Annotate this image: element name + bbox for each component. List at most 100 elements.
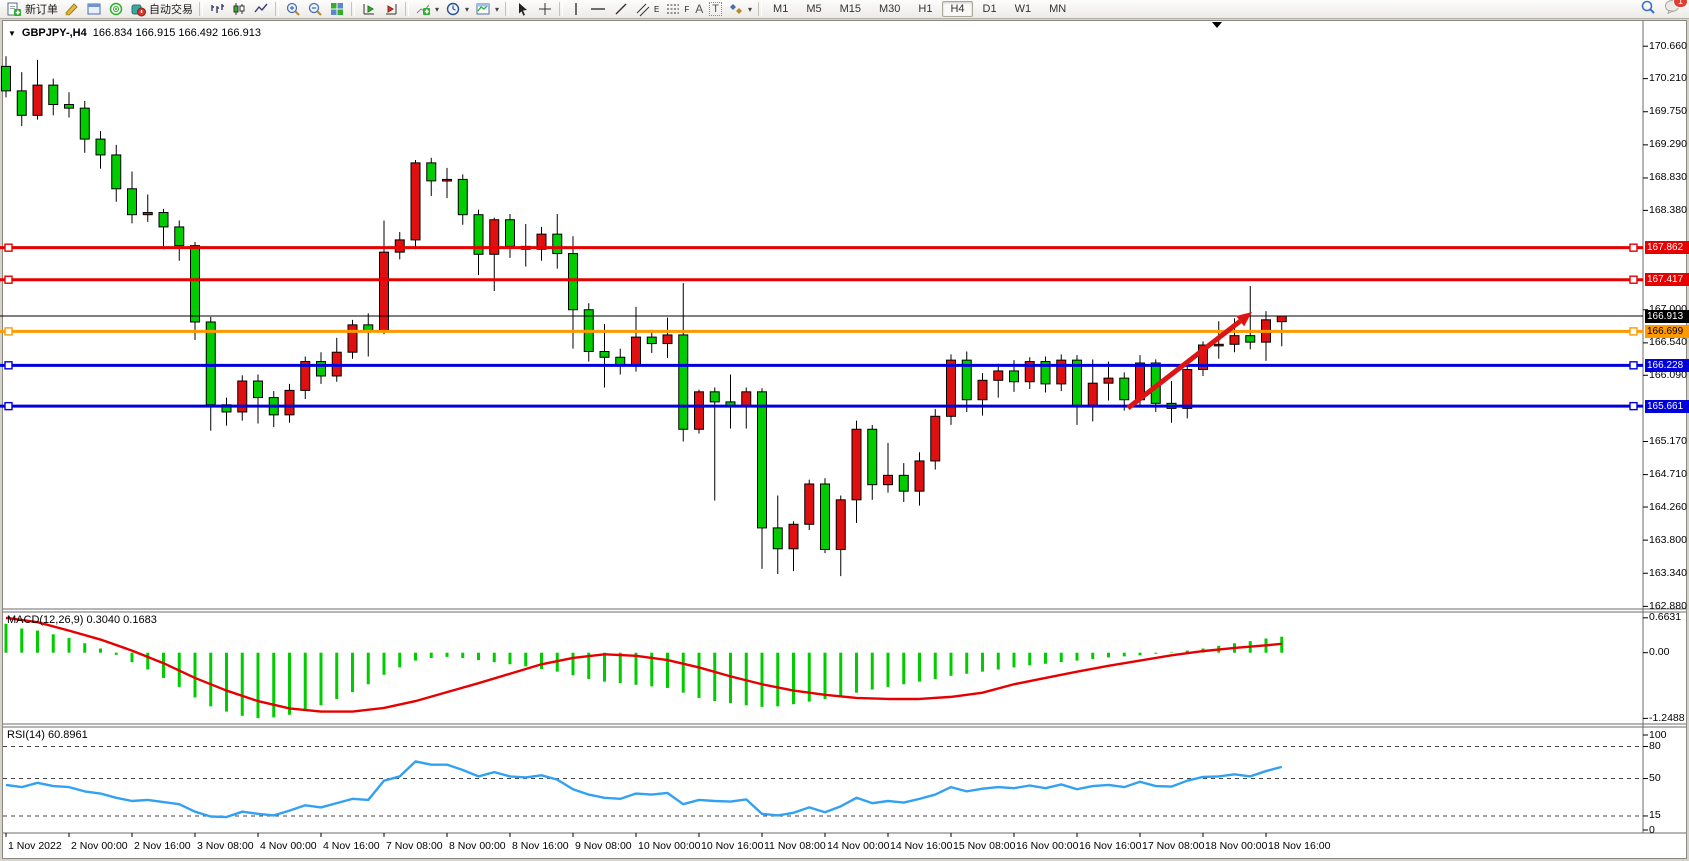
text-label-letter: T	[709, 2, 723, 16]
trend-arrow-line[interactable]	[1126, 319, 1242, 410]
horizontal-line-tool-button[interactable]	[586, 1, 610, 18]
timeframe-button-mn[interactable]: MN	[1049, 3, 1067, 15]
text-tool-button[interactable]: A	[692, 1, 706, 18]
macd-axis-label: 0.6631	[1649, 611, 1682, 624]
candle-body	[788, 523, 799, 550]
candle-body	[946, 359, 956, 417]
timeframe-button-h4[interactable]: H4	[942, 1, 973, 17]
candle-body	[599, 350, 610, 358]
autotrade-icon	[130, 1, 146, 17]
chart-shift-button[interactable]	[380, 1, 402, 18]
candle-body	[410, 162, 421, 241]
crosshair-tool-button[interactable]	[534, 1, 556, 18]
auto-scroll-button[interactable]	[358, 1, 380, 18]
zoom-out-button[interactable]	[304, 1, 326, 18]
timeframe-button-m5[interactable]: M5	[806, 3, 822, 15]
candle-body	[505, 219, 515, 247]
zoom-in-button[interactable]	[282, 1, 304, 18]
candle-body	[772, 527, 783, 550]
candlestick-chart-button[interactable]	[228, 1, 250, 18]
price-line-handle[interactable]	[4, 243, 13, 252]
candle-body	[757, 391, 767, 529]
timeframe-button-m30[interactable]: M30	[879, 3, 901, 15]
autotrade-button[interactable]: 自动交易	[127, 1, 196, 18]
vertical-line-tool-button[interactable]	[566, 1, 586, 18]
time-axis-label: 4 Nov 00:00	[260, 840, 317, 852]
macd-axis-label: 0.00	[1649, 646, 1670, 659]
candle-body	[1087, 382, 1098, 408]
timeframe-button-w1[interactable]: W1	[1014, 3, 1032, 15]
candle-body	[111, 154, 122, 190]
candle-body	[473, 214, 484, 255]
tile-windows-button[interactable]	[326, 1, 348, 18]
price-line-handle[interactable]	[4, 361, 13, 370]
price-line-handle[interactable]	[1629, 275, 1638, 284]
navigator-button[interactable]	[105, 1, 127, 18]
macd-indicator-label: MACD(12,26,9) 0.3040 0.1683	[7, 614, 157, 626]
candle-body	[914, 460, 925, 492]
chart-collapse-icon[interactable]: ▼	[8, 28, 16, 38]
rsi-indicator-label: RSI(14) 60.8961	[7, 729, 88, 741]
periods-button[interactable]: ▾	[442, 1, 472, 18]
templates-button[interactable]: ▾	[472, 1, 502, 18]
candle-body	[709, 391, 720, 403]
market-watch-button[interactable]	[83, 1, 105, 18]
candle-body	[300, 361, 311, 391]
notifications-button[interactable]: 1	[1664, 0, 1688, 19]
radar-icon	[108, 1, 124, 17]
arrows-tool-icon	[728, 1, 744, 17]
timeframe-button-m1[interactable]: M1	[773, 3, 789, 15]
fibonacci-tool-button[interactable]: F	[662, 1, 692, 18]
price-line-handle[interactable]	[1629, 243, 1638, 252]
candlestick-icon	[231, 1, 247, 17]
candle-body	[1276, 315, 1287, 323]
candle-body	[16, 90, 27, 116]
candle-body	[820, 483, 830, 550]
dropdown-caret-icon: ▾	[435, 4, 440, 14]
candle-body	[253, 380, 263, 399]
templates-icon	[475, 1, 491, 17]
line-chart-button[interactable]	[250, 1, 272, 18]
price-line-handle[interactable]	[1629, 401, 1638, 411]
candle-body	[883, 474, 893, 486]
dropdown-caret-icon: ▾	[748, 4, 753, 14]
channel-tool-button[interactable]: E	[632, 1, 662, 18]
candle-body	[316, 361, 326, 377]
notification-count-badge: 1	[1672, 0, 1688, 8]
candle-body	[379, 251, 389, 332]
trend-arrow-head[interactable]	[1236, 312, 1252, 327]
text-label-tool-button[interactable]: T	[706, 1, 725, 18]
candle-body	[1245, 335, 1256, 343]
toolbar-separator	[405, 2, 409, 16]
price-axis-label: 170.660	[1649, 39, 1687, 52]
trendline-tool-button[interactable]	[610, 1, 632, 18]
candle-body	[898, 474, 909, 492]
search-icon[interactable]	[1640, 0, 1656, 20]
candle-body	[142, 212, 153, 216]
timeframe-button-m15[interactable]: M15	[839, 3, 862, 15]
quotes-button[interactable]	[61, 1, 83, 18]
price-line-handle[interactable]	[4, 327, 13, 336]
price-line-handle[interactable]	[4, 275, 13, 284]
timeframe-button-d1[interactable]: D1	[982, 3, 997, 15]
candle-body	[993, 370, 1004, 381]
candle-body	[32, 84, 43, 116]
price-line-handle[interactable]	[4, 401, 13, 411]
candle-body	[662, 334, 673, 345]
price-axis-label: 168.830	[1649, 171, 1687, 184]
timeframe-button-h1[interactable]: H1	[918, 3, 933, 15]
indicators-button[interactable]: ▾	[412, 1, 442, 18]
arrows-tool-button[interactable]: ▾	[725, 1, 755, 18]
cursor-icon	[515, 1, 531, 17]
chart-shift-marker-icon[interactable]	[1212, 22, 1222, 28]
price-line-handle[interactable]	[1629, 327, 1638, 336]
horizontal-line-icon	[589, 1, 607, 17]
cursor-tool-button[interactable]	[512, 1, 534, 18]
time-axis-label: 1 Nov 2022	[8, 840, 62, 852]
new-order-button[interactable]: 新订单	[3, 1, 61, 18]
price-badge-165.661: 165.661	[1645, 399, 1689, 413]
channel-icon	[635, 1, 651, 17]
time-axis-label: 14 Nov 16:00	[890, 840, 953, 852]
bar-chart-button[interactable]	[206, 1, 228, 18]
price-line-handle[interactable]	[1629, 361, 1638, 370]
